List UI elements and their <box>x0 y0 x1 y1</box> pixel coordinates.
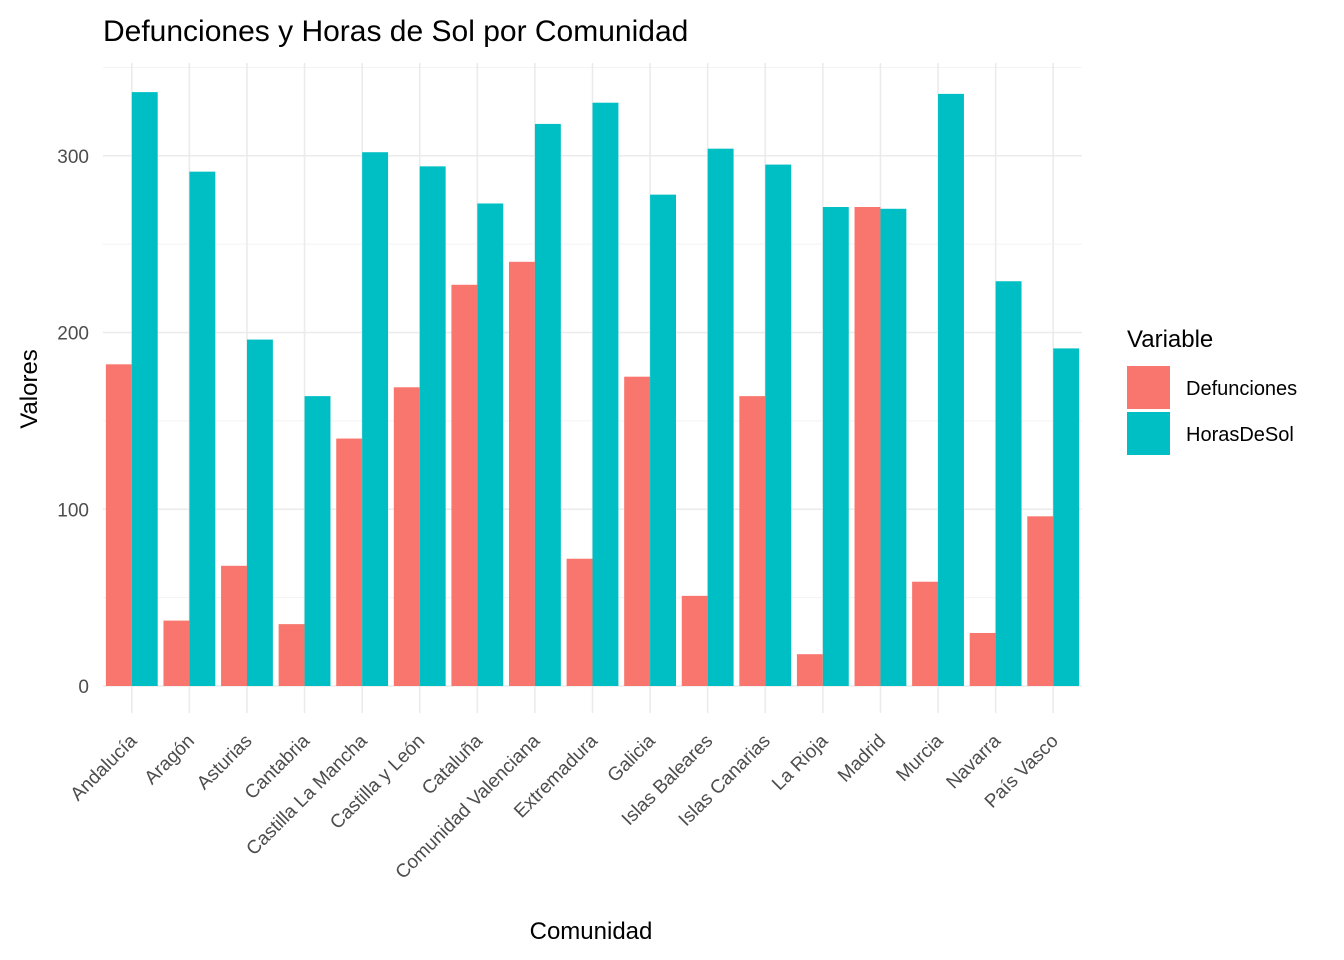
bar-defunciones-15 <box>969 632 996 686</box>
bar-horasdesol-9 <box>650 194 677 686</box>
bar-defunciones-9 <box>624 376 651 686</box>
bar-horasdesol-10 <box>707 148 734 686</box>
legend-key-defunciones <box>1127 366 1170 409</box>
bar-horasdesol-7 <box>534 123 561 686</box>
legend-label-horasdesol: HorasDeSol <box>1186 424 1294 446</box>
bars <box>105 92 1080 687</box>
bar-defunciones-16 <box>1027 516 1054 686</box>
chart-title: Defunciones y Horas de Sol por Comunidad <box>103 15 688 48</box>
bar-horasdesol-11 <box>765 164 792 686</box>
legend-key-horasdesol <box>1127 412 1170 455</box>
bar-horasdesol-1 <box>189 171 216 687</box>
bar-defunciones-11 <box>739 396 766 686</box>
legend-title: Variable <box>1127 326 1213 353</box>
bar-defunciones-4 <box>336 438 363 686</box>
bar-horasdesol-0 <box>131 92 158 687</box>
bar-horasdesol-4 <box>362 152 389 687</box>
bar-defunciones-2 <box>221 565 247 686</box>
y-axis-title: Valores <box>16 349 43 429</box>
bar-defunciones-1 <box>163 620 190 686</box>
y-tick-label: 0 <box>78 677 89 698</box>
x-axis-title: Comunidad <box>530 918 653 945</box>
bar-defunciones-8 <box>566 558 593 686</box>
bar-defunciones-14 <box>912 581 939 686</box>
legend-label-defunciones: Defunciones <box>1186 378 1297 400</box>
bar-defunciones-12 <box>796 654 823 686</box>
bar-horasdesol-12 <box>822 207 849 686</box>
bar-defunciones-6 <box>451 284 478 686</box>
y-tick-label: 200 <box>57 324 89 345</box>
bar-horasdesol-14 <box>938 93 964 686</box>
bar-defunciones-13 <box>854 207 881 686</box>
bar-defunciones-10 <box>681 595 708 686</box>
bar-defunciones-0 <box>105 364 132 686</box>
y-tick-label: 300 <box>57 147 89 168</box>
bar-horasdesol-15 <box>995 281 1022 686</box>
bar-defunciones-5 <box>393 387 420 686</box>
bar-defunciones-7 <box>508 261 535 686</box>
bar-horasdesol-13 <box>880 208 907 686</box>
legend: Variable Defunciones HorasDeSol <box>1127 326 1297 455</box>
y-axis-ticks: 0 100 200 300 <box>57 147 89 698</box>
bar-horasdesol-16 <box>1053 348 1080 686</box>
bar-horasdesol-6 <box>477 203 504 686</box>
y-tick-label: 100 <box>57 500 89 521</box>
bar-horasdesol-2 <box>246 339 273 686</box>
bar-horasdesol-3 <box>304 396 331 686</box>
bar-defunciones-3 <box>278 624 305 686</box>
bar-horasdesol-8 <box>592 102 619 687</box>
bar-horasdesol-5 <box>419 166 446 687</box>
